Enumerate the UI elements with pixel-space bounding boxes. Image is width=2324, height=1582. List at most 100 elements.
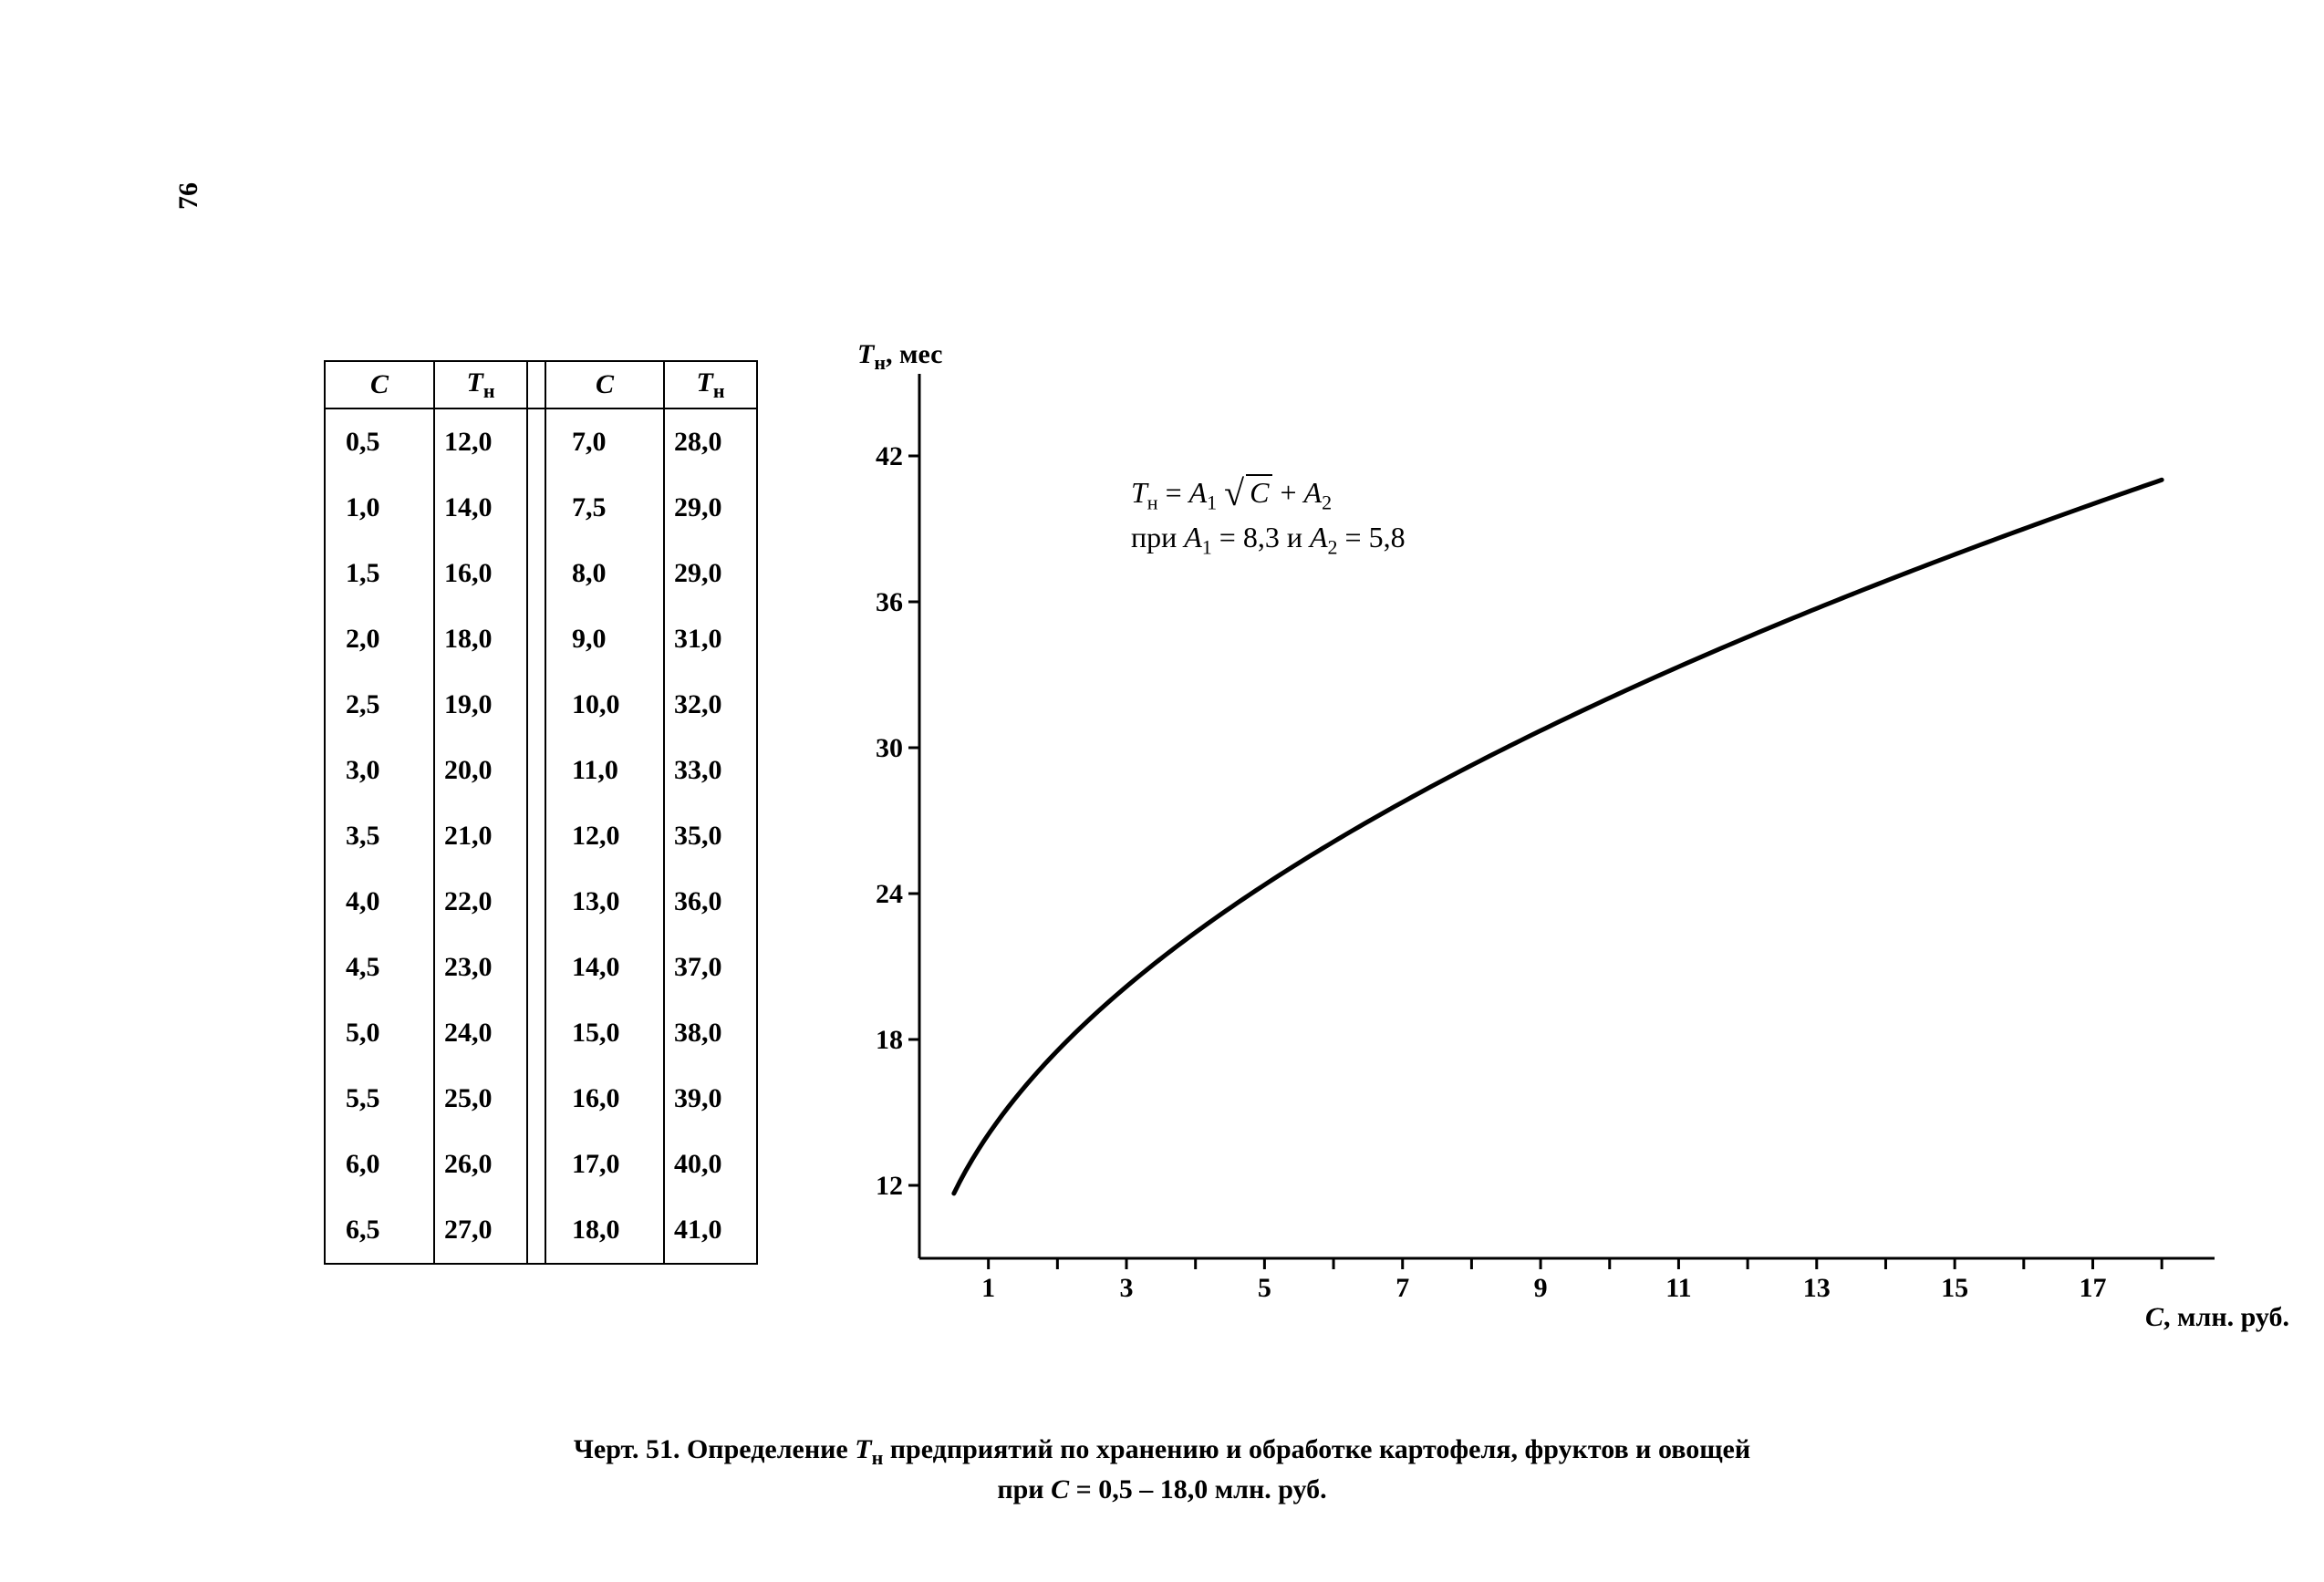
chart-svg: 1218243036421357911131517 xyxy=(857,346,2225,1322)
x-tick-label: 17 xyxy=(2079,1273,2106,1303)
y-axis-label: Tн, мес xyxy=(857,339,942,375)
x-tick-label: 15 xyxy=(1941,1273,1968,1303)
table-cell: 9,0 xyxy=(545,606,664,672)
table-row: 0,512,0 7,028,0 xyxy=(325,408,757,475)
table-cell: 37,0 xyxy=(664,935,757,1000)
figure-caption: Черт. 51. Определение Tн предприятий по … xyxy=(0,1432,2324,1508)
table-cell: 15,0 xyxy=(545,1000,664,1066)
table-cell: 32,0 xyxy=(664,672,757,738)
th-t-left: Tн xyxy=(434,361,527,408)
x-tick-label: 9 xyxy=(1534,1273,1548,1303)
table-cell: 21,0 xyxy=(434,803,527,869)
table-cell: 3,5 xyxy=(325,803,434,869)
table-cell: 5,5 xyxy=(325,1066,434,1132)
table-row: 6,026,0 17,040,0 xyxy=(325,1132,757,1197)
table-row: 6,527,0 18,041,0 xyxy=(325,1197,757,1264)
table-cell: 27,0 xyxy=(434,1197,527,1264)
table-cell: 41,0 xyxy=(664,1197,757,1264)
table-cell: 38,0 xyxy=(664,1000,757,1066)
chart: Tн, мес Tн = A1 √C + A2 при A1 = 8,3 и A… xyxy=(857,346,2225,1322)
table-cell: 22,0 xyxy=(434,869,527,935)
table-cell xyxy=(527,935,545,1000)
table-row: 5,024,015,038,0 xyxy=(325,1000,757,1066)
table-row: 1,014,0 7,529,0 xyxy=(325,475,757,541)
table-cell: 26,0 xyxy=(434,1132,527,1197)
table-cell: 16,0 xyxy=(545,1066,664,1132)
table-cell: 5,0 xyxy=(325,1000,434,1066)
curve xyxy=(954,480,2162,1194)
table-cell: 12,0 xyxy=(545,803,664,869)
th-t-right: Tн xyxy=(664,361,757,408)
th-c-left: C xyxy=(325,361,434,408)
table-cell: 16,0 xyxy=(434,541,527,606)
table-cell: 2,5 xyxy=(325,672,434,738)
x-tick-label: 5 xyxy=(1258,1273,1271,1303)
table-row: 4,022,0 13,036,0 xyxy=(325,869,757,935)
page-number: 76 xyxy=(173,182,204,210)
table-cell xyxy=(527,1197,545,1264)
x-tick-label: 11 xyxy=(1665,1273,1691,1303)
table-cell: 25,0 xyxy=(434,1066,527,1132)
th-gap xyxy=(527,361,545,408)
table-row: 1,516,0 8,029,0 xyxy=(325,541,757,606)
table-cell: 28,0 xyxy=(664,408,757,475)
table-cell: 19,0 xyxy=(434,672,527,738)
table-cell: 36,0 xyxy=(664,869,757,935)
table-cell: 18,0 xyxy=(434,606,527,672)
table-cell: 4,0 xyxy=(325,869,434,935)
table-cell: 23,0 xyxy=(434,935,527,1000)
table-cell: 17,0 xyxy=(545,1132,664,1197)
y-tick-label: 36 xyxy=(876,587,903,617)
table-cell: 14,0 xyxy=(545,935,664,1000)
table-cell xyxy=(527,1000,545,1066)
table-cell xyxy=(527,1066,545,1132)
table-cell: 18,0 xyxy=(545,1197,664,1264)
table-row: 2,018,0 9,031,0 xyxy=(325,606,757,672)
table-cell: 40,0 xyxy=(664,1132,757,1197)
table-row: 4,523,0 14,037,0 xyxy=(325,935,757,1000)
th-c-right: C xyxy=(545,361,664,408)
table-cell: 29,0 xyxy=(664,475,757,541)
table-cell: 14,0 xyxy=(434,475,527,541)
table-cell: 12,0 xyxy=(434,408,527,475)
table-cell: 39,0 xyxy=(664,1066,757,1132)
data-table: C Tн C Tн 0,512,07,028,01,014,07,529,01,… xyxy=(324,360,758,1265)
y-tick-label: 30 xyxy=(876,733,903,763)
table-cell: 1,5 xyxy=(325,541,434,606)
table-row: 5,525,0 16,039,0 xyxy=(325,1066,757,1132)
x-tick-label: 3 xyxy=(1120,1273,1134,1303)
y-tick-label: 18 xyxy=(876,1025,903,1055)
chart-formula: Tн = A1 √C + A2 при A1 = 8,3 и A2 = 5,8 xyxy=(1131,465,1406,562)
table-cell: 2,0 xyxy=(325,606,434,672)
table-cell: 8,0 xyxy=(545,541,664,606)
table-cell: 11,0 xyxy=(545,738,664,803)
y-tick-label: 12 xyxy=(876,1171,903,1201)
table-cell xyxy=(527,475,545,541)
table-cell xyxy=(527,869,545,935)
table-cell: 7,0 xyxy=(545,408,664,475)
table-cell: 0,5 xyxy=(325,408,434,475)
y-tick-label: 24 xyxy=(876,879,903,909)
table-cell: 6,0 xyxy=(325,1132,434,1197)
table-cell xyxy=(527,672,545,738)
table-cell: 7,5 xyxy=(545,475,664,541)
table-row: 3,020,011,033,0 xyxy=(325,738,757,803)
table-cell: 6,5 xyxy=(325,1197,434,1264)
table-cell: 1,0 xyxy=(325,475,434,541)
table-cell: 35,0 xyxy=(664,803,757,869)
table-cell xyxy=(527,1132,545,1197)
table-cell: 31,0 xyxy=(664,606,757,672)
table-cell xyxy=(527,803,545,869)
x-tick-label: 7 xyxy=(1395,1273,1409,1303)
y-tick-label: 42 xyxy=(876,441,903,471)
table-row: 2,519,010,032,0 xyxy=(325,672,757,738)
table-cell: 4,5 xyxy=(325,935,434,1000)
table-cell: 13,0 xyxy=(545,869,664,935)
table-row: 3,521,0 12,035,0 xyxy=(325,803,757,869)
table-cell: 29,0 xyxy=(664,541,757,606)
table-cell xyxy=(527,606,545,672)
x-axis-label: C, млн. руб. xyxy=(2145,1302,2289,1333)
x-tick-label: 1 xyxy=(981,1273,995,1303)
x-tick-label: 13 xyxy=(1803,1273,1831,1303)
table-cell: 3,0 xyxy=(325,738,434,803)
